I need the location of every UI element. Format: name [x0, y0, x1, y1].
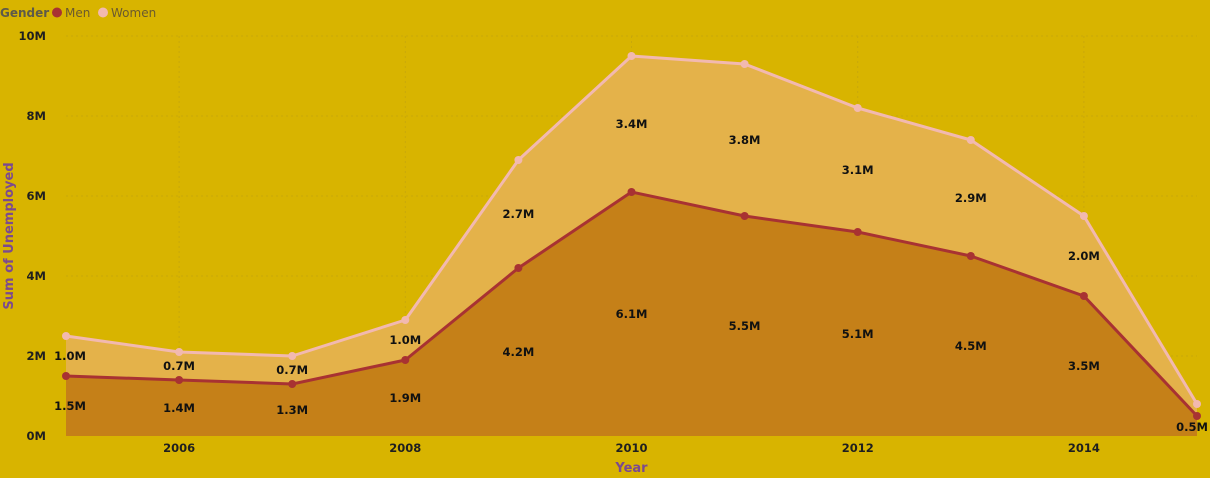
- x-axis-title: Year: [614, 461, 648, 476]
- women-point: [514, 156, 523, 164]
- x-tick-label: 2010: [615, 441, 647, 455]
- women-point: [401, 316, 410, 324]
- women-point: [740, 60, 749, 68]
- women-point: [175, 348, 184, 356]
- women-data-label: 0.7M: [276, 363, 308, 377]
- women-point: [62, 332, 70, 340]
- women-data-label: 3.4M: [616, 117, 648, 131]
- y-tick-label: 8M: [27, 109, 46, 123]
- men-data-label: 1.5M: [54, 399, 86, 413]
- men-data-label: 5.1M: [842, 327, 874, 341]
- legend-title: Gender: [0, 6, 49, 20]
- men-point: [401, 356, 410, 364]
- men-point: [1193, 412, 1201, 420]
- women-data-label: 1.0M: [54, 349, 86, 363]
- women-data-label: 2.0M: [1068, 249, 1100, 263]
- y-tick-label: 10M: [19, 29, 46, 43]
- women-data-label: 0.7M: [163, 359, 195, 373]
- y-tick-label: 6M: [27, 189, 46, 203]
- women-data-label: 3.8M: [729, 133, 761, 147]
- legend-marker-men: [52, 7, 62, 18]
- legend-label-women: Women: [111, 6, 156, 20]
- women-point: [288, 352, 297, 360]
- women-data-label: 1.0M: [389, 333, 421, 347]
- men-data-label: 6.1M: [616, 307, 648, 321]
- y-tick-label: 4M: [27, 269, 46, 283]
- men-point: [514, 264, 523, 272]
- legend-label-men: Men: [65, 6, 90, 20]
- women-data-label: 2.9M: [955, 191, 987, 205]
- x-tick-label: 2006: [163, 441, 195, 455]
- legend-marker-women: [98, 7, 108, 18]
- men-data-label: 4.2M: [502, 345, 534, 359]
- x-tick-label: 2012: [842, 441, 874, 455]
- women-point: [853, 104, 862, 112]
- y-axis-title: Sum of Unemployed: [2, 162, 17, 309]
- men-point: [62, 372, 70, 380]
- y-tick-label: 2M: [27, 349, 46, 363]
- men-data-label: 1.4M: [163, 401, 195, 415]
- men-point: [853, 228, 862, 236]
- men-data-label: 5.5M: [729, 319, 761, 333]
- women-data-label: 2.7M: [502, 207, 534, 221]
- x-tick-label: 2014: [1068, 441, 1100, 455]
- men-area: [66, 192, 1197, 436]
- men-data-label: 3.5M: [1068, 359, 1100, 373]
- men-data-label: 1.3M: [276, 403, 308, 417]
- men-data-label: 1.9M: [389, 391, 421, 405]
- men-point: [175, 376, 184, 384]
- men-point: [740, 212, 749, 220]
- y-tick-label: 0M: [27, 429, 46, 443]
- x-tick-label: 2008: [389, 441, 421, 455]
- men-point: [966, 252, 975, 260]
- women-area: [66, 56, 1197, 416]
- men-data-label: 4.5M: [955, 339, 987, 353]
- women-point: [627, 52, 636, 60]
- women-point: [1193, 400, 1201, 408]
- women-data-label: 3.1M: [842, 163, 874, 177]
- men-point: [627, 188, 636, 196]
- women-point: [1079, 212, 1088, 220]
- men-point: [1079, 292, 1088, 300]
- women-point: [966, 136, 975, 144]
- men-point: [288, 380, 297, 388]
- men-data-label: 0.5M: [1176, 420, 1208, 434]
